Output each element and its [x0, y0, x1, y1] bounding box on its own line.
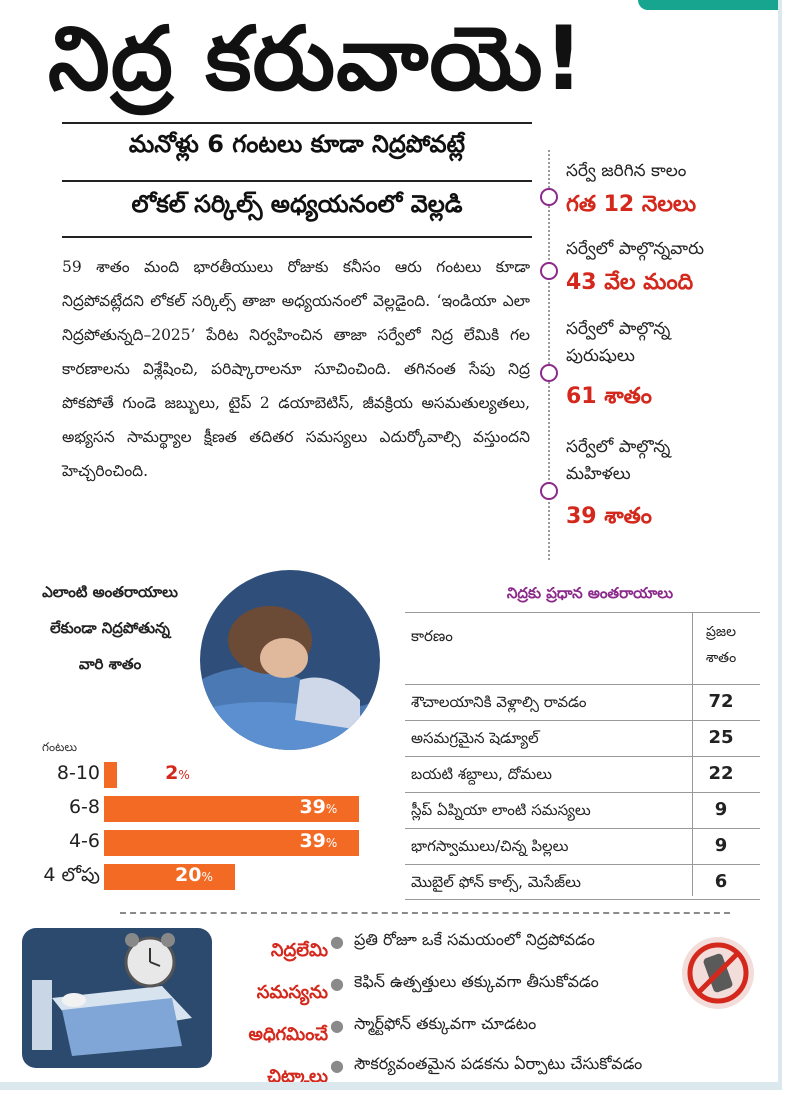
- tip-item: కెఫిన్ ఉత్పత్తులు తక్కువగా తీసుకోవడం: [354, 972, 599, 991]
- headline: నిద్ర కరువాయె!: [48, 7, 585, 110]
- bed-alarm-clock-illustration: [22, 928, 212, 1068]
- table-cell-reason: శౌచాలయానికి వెళ్లాల్సి రావడం: [411, 693, 587, 711]
- tip-item: స్మార్ట్‌ఫోన్ తక్కువగా చూడటం: [354, 1014, 537, 1033]
- tips-title-line: అధిగమించే: [248, 1024, 328, 1045]
- timeline-dot: [540, 188, 558, 206]
- bullet: ●: [330, 1016, 344, 1035]
- table-header-percent-1: ప్రజల: [705, 624, 737, 640]
- timeline-value: 39 శాతం: [566, 504, 652, 529]
- table-cell-reason: మొబైల్ ఫోన్ కాల్స్, మెసేజ్‌లు: [411, 873, 581, 891]
- divider: [62, 236, 532, 238]
- tip-item: ప్రతి రోజూ ఒకే సమయంలో నిద్రపోవడం: [354, 930, 595, 949]
- chart-title: ఎలాంటి అంతరాయాలు లేకుండా నిద్రపోతున్న వా…: [42, 583, 178, 673]
- bar-category-label: 6-8: [68, 796, 100, 818]
- bar: [104, 864, 235, 890]
- bullet: ●: [330, 974, 344, 993]
- timeline-label: సర్వే జరిగిన కాలం: [566, 161, 687, 181]
- section-divider: [120, 912, 730, 914]
- table-header-percent-2: శాతం: [705, 650, 737, 666]
- bar: [104, 762, 118, 788]
- timeline-label: సర్వేలో పాల్గొన్న మహిళలు: [566, 437, 671, 484]
- bar-value: 39%: [299, 830, 338, 852]
- bullet: ●: [330, 932, 344, 951]
- table-cell-percent: 6: [714, 871, 728, 892]
- right-border-strip: [778, 0, 782, 1090]
- table-cell-percent: 9: [714, 835, 728, 856]
- tips-title: నిద్రలేమి సమస్యను అధిగమించే చిట్కాలు: [208, 930, 328, 1098]
- table-header-reason: కారణం: [411, 627, 453, 645]
- bar-category-label: 8-10: [56, 762, 100, 784]
- table-column-divider: [692, 612, 693, 896]
- sleeping-woman-photo: [200, 570, 380, 750]
- table-cell-reason: బయటి శబ్దాలు, దోమలు: [411, 765, 552, 783]
- table-row: మొబైల్ ఫోన్ కాల్స్, మెసేజ్‌లు 6: [405, 864, 760, 900]
- table-header-row: కారణం ప్రజల శాతం: [405, 612, 760, 681]
- bar-value: 2%: [165, 762, 190, 784]
- table-cell-reason: స్లీప్ ఏప్నియా లాంటి సమస్యలు: [411, 801, 591, 819]
- table-cell-percent: 9: [714, 799, 728, 820]
- table-row: భాగస్వాములు/చిన్న పిల్లలు 9: [405, 828, 760, 865]
- tip-item: సౌకర్యవంతమైన పడకను ఏర్పాటు చేసుకోవడం: [354, 1054, 643, 1073]
- bullet: ●: [330, 1056, 344, 1075]
- bar-value: 39%: [299, 796, 338, 818]
- table-cell-percent: 25: [708, 727, 734, 748]
- subheadline-1: మనోళ్లు 6 గంటలు కూడా నిద్రపోవట్లే: [128, 130, 466, 158]
- subheadline-2: లోకల్ సర్కిల్స్ అధ్యయనంలో వెల్లడి: [131, 190, 463, 218]
- timeline-value: గత 12 నెలలు: [566, 192, 697, 217]
- table-cell-reason: భాగస్వాములు/చిన్న పిల్లలు: [411, 837, 569, 855]
- bar-value: 20%: [175, 864, 213, 886]
- tips-title-line: సమస్యను: [256, 982, 328, 1003]
- table-row: అసమగ్రమైన షెడ్యూల్ 25: [405, 720, 760, 757]
- table-cell-reason: అసమగ్రమైన షెడ్యూల్: [411, 729, 539, 747]
- timeline-dot: [540, 364, 558, 382]
- bar: [104, 830, 360, 856]
- timeline-dot: [540, 262, 558, 280]
- table-cell-percent: 22: [708, 763, 734, 784]
- divider: [62, 180, 532, 182]
- timeline-label: సర్వేలో పాల్గొన్న పురుషులు: [566, 319, 671, 366]
- corner-accent: [638, 0, 778, 10]
- footer-strip: [0, 1082, 780, 1090]
- divider: [62, 122, 532, 124]
- timeline-value: 61 శాతం: [566, 384, 652, 409]
- timeline-value: 43 వేల మంది: [566, 270, 694, 295]
- bar-category-label: 4 లోపు: [43, 864, 100, 886]
- table-title: నిద్రకు ప్రధాన అంతరాయాలు: [506, 584, 674, 602]
- bar: [104, 796, 360, 822]
- table-cell-percent: 72: [708, 691, 734, 712]
- article-body: 59 శాతం మంది భారతీయులు రోజుకు కనీసం ఆరు …: [62, 258, 530, 480]
- table-row: బయటి శబ్దాలు, దోమలు 22: [405, 756, 760, 793]
- table-row: స్లీప్ ఏప్నియా లాంటి సమస్యలు 9: [405, 792, 760, 829]
- timeline-dot: [540, 482, 558, 500]
- tips-title-line: నిద్రలేమి: [270, 940, 328, 961]
- timeline-label: సర్వేలో పాల్గొన్నవారు: [566, 239, 705, 259]
- timeline-line: [548, 150, 550, 560]
- no-phone-icon: [682, 937, 754, 1009]
- bar-category-label: 4-6: [68, 830, 100, 852]
- tips-title-line: చిట్కాలు: [267, 1066, 328, 1087]
- table-row: శౌచాలయానికి వెళ్లాల్సి రావడం 72: [405, 684, 760, 721]
- y-axis-label: గంటలు: [42, 740, 78, 754]
